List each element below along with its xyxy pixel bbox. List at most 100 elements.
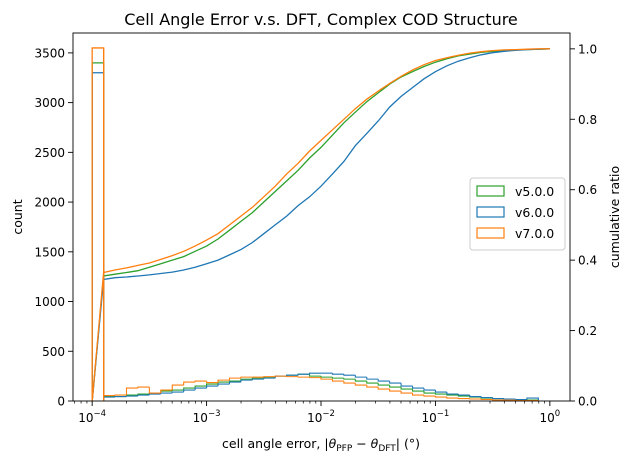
x-axis-label-theta-dft: θ [371, 436, 379, 451]
histogram-bar-v7-0-0 [377, 387, 390, 390]
histogram-bar-v7-0-0 [343, 381, 356, 384]
x-axis-label: cell angle error, |θPFP − θDFT| (°) [222, 436, 420, 454]
histogram-bar-v7-0-0 [434, 396, 447, 398]
histogram-bar-v7-0-0 [446, 397, 459, 399]
x-tick-label-exponent: −4 [94, 409, 107, 419]
histogram-bar-v6-0-0 [194, 387, 207, 391]
x-tick-label: 10−3 [193, 409, 221, 425]
x-axis-label-theta-pfp: θ [329, 436, 337, 451]
histogram-bar-v6-0-0 [480, 396, 493, 399]
legend-label: v5.0.0 [515, 184, 554, 199]
histogram-bar-v5-0-0 [366, 381, 379, 384]
y2-tick-label: 0.0 [578, 395, 597, 409]
histogram-bar-v6-0-0 [377, 379, 390, 382]
histogram-bar-v6-0-0 [148, 393, 161, 396]
histogram-bar-v7-0-0 [148, 387, 161, 394]
histogram-bar-v7-0-0 [423, 395, 436, 397]
histogram-bar-v6-0-0 [366, 377, 379, 380]
y2-tick-label: 0.6 [578, 183, 597, 197]
y2-tick-label: 1.0 [578, 42, 597, 56]
legend-label: v7.0.0 [515, 226, 554, 241]
y-tick-label: 1500 [34, 245, 65, 259]
histogram-bar-v5-0-0 [389, 385, 402, 388]
y2-tick-label: 0.2 [578, 324, 597, 338]
histogram-bar-v6-0-0 [469, 395, 482, 398]
histogram-bar-v5-0-0 [354, 379, 367, 382]
histogram-bar-v7-0-0 [217, 379, 230, 383]
chart-title: Cell Angle Error v.s. DFT, Complex COD S… [124, 10, 518, 29]
histogram-bar-v7-0-0 [160, 389, 173, 394]
x-axis-label-suffix: | (°) [396, 436, 420, 451]
plot-frame [72, 32, 571, 402]
histogram-bar-v7-0-0 [411, 393, 424, 396]
histogram-bar-v6-0-0 [354, 375, 367, 378]
histogram-bar-v5-0-0 [343, 378, 356, 380]
x-axis-label-sub-pfp: PFP [336, 444, 353, 454]
x-tick-label-base: 10 [307, 411, 322, 425]
y-tick-label: 500 [42, 345, 65, 359]
histogram-bar-v5-0-0 [411, 389, 424, 392]
x-axis: 10−4 10−3 10−2 10−1 100 [74, 401, 560, 425]
histogram-bar-v6-0-0 [434, 390, 447, 393]
histogram-bar-v7-0-0 [206, 381, 219, 384]
histogram-bar-v6-0-0 [263, 377, 276, 380]
histogram-bar-v5-0-0 [331, 377, 344, 379]
histogram-bar-v6-0-0 [411, 386, 424, 389]
x-axis-label-minus: − [352, 436, 370, 451]
histogram-bar-v5-0-0 [377, 383, 390, 386]
x-axis-label-prefix: cell angle error, | [222, 436, 329, 451]
histogram-bar-v6-0-0 [446, 392, 459, 395]
histogram-bar-v5-0-0 [434, 393, 447, 395]
histogram-bar-v6-0-0 [526, 397, 539, 401]
histogram-bar-v6-0-0 [343, 374, 356, 376]
histogram-bar-v6-0-0 [309, 372, 322, 375]
x-tick-label-exponent: −1 [437, 409, 450, 419]
x-tick-label-base: 10 [78, 411, 93, 425]
histogram-bar-v7-0-0 [194, 380, 207, 383]
histogram-bar-v6-0-0 [400, 383, 413, 387]
histogram-bar-v5-0-0 [423, 391, 436, 394]
histogram-bar-v5-0-0 [183, 387, 196, 391]
histogram-bar-v6-0-0 [492, 397, 505, 400]
legend-swatch [476, 227, 505, 239]
histogram-bar-v7-0-0 [331, 379, 344, 382]
histogram-bar-v5-0-0 [194, 385, 207, 389]
histogram-bar-v5-0-0 [320, 376, 333, 378]
y2-tick-label: 0.8 [578, 113, 597, 127]
histogram-bar-v7-0-0 [137, 386, 150, 389]
x-tick-label-base: 10 [422, 411, 437, 425]
histogram-bar-v7-0-0 [183, 381, 196, 386]
histogram-bar-v5-0-0 [206, 383, 219, 387]
x-tick-label-base: 10 [539, 411, 554, 425]
x-tick-label-base: 10 [193, 411, 208, 425]
histogram-bar-v6-0-0 [137, 394, 150, 397]
histogram-bar-v7-0-0 [400, 391, 413, 394]
x-axis-label-sub-dft: DFT [378, 444, 396, 454]
histogram-bar-v7-0-0 [240, 376, 253, 379]
y-tick-label: 0 [57, 395, 65, 409]
y-axis-right: 0.0 0.2 0.4 0.6 0.8 1.0 [570, 42, 597, 409]
histogram-bar-v6-0-0 [251, 378, 264, 381]
cumulative-line-v5-0-0 [91, 48, 550, 402]
histogram-bar-v6-0-0 [331, 373, 344, 375]
histogram-bar-v7-0-0 [320, 377, 333, 380]
cumulative-line-v6-0-0 [91, 48, 550, 402]
y-tick-label: 3000 [34, 96, 65, 110]
histogram-bar-v6-0-0 [171, 391, 184, 394]
x-tick-label-exponent: −2 [322, 409, 335, 419]
histogram-bar-v5-0-0 [400, 387, 413, 390]
y-tick-label: 3500 [34, 46, 65, 60]
legend-swatch [476, 206, 505, 218]
y2-axis-label: cumulative ratio [607, 166, 622, 268]
histogram-bar-v7-0-0 [366, 385, 379, 388]
histogram-bar-v6-0-0 [217, 383, 230, 387]
histogram-bar-v6-0-0 [240, 379, 253, 383]
histogram-bar-v6-0-0 [389, 381, 402, 384]
x-tick-label: 100 [539, 409, 560, 425]
histogram-bar-v6-0-0 [457, 394, 470, 396]
x-tick-label: 10−2 [307, 409, 335, 425]
x-tick-label-exponent: 0 [555, 409, 560, 419]
histogram-bar-v6-0-0 [297, 373, 310, 376]
y-tick-label: 2500 [34, 146, 65, 160]
